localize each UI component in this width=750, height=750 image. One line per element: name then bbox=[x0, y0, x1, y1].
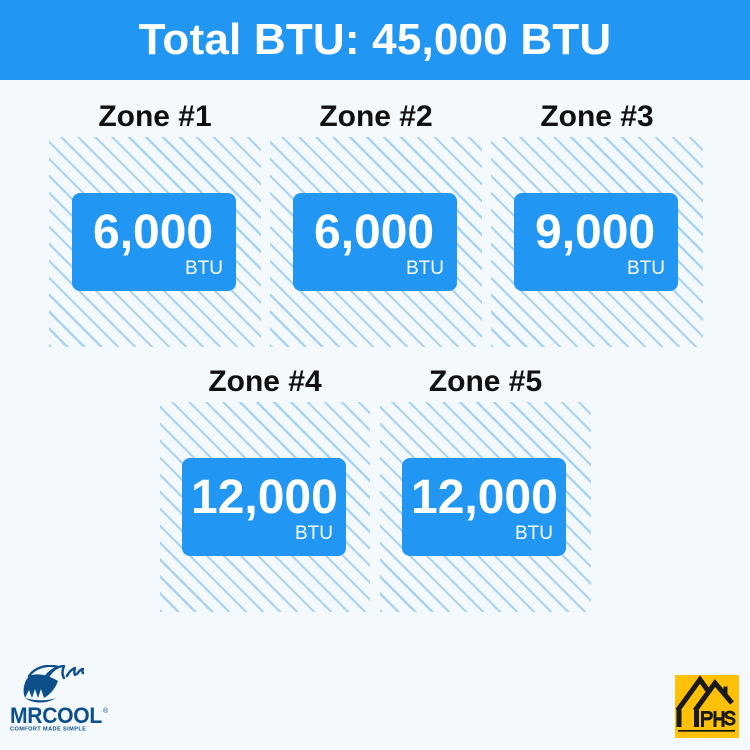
svg-text:®: ® bbox=[103, 707, 109, 715]
svg-text:COMFORT MADE SIMPLE: COMFORT MADE SIMPLE bbox=[10, 727, 86, 733]
svg-text:MRCOOL: MRCOOL bbox=[10, 703, 102, 728]
